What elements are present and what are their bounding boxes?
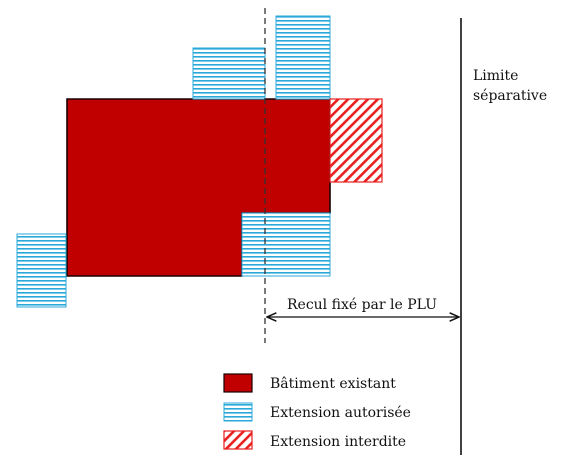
legend-swatch-forbidden [223,430,253,450]
forbidden-extension [329,98,383,183]
boundary-label-line2: séparative [473,88,547,104]
legend-label-forbidden: Extension interdite [270,434,406,450]
allowed-extension-bottom-right [241,212,331,277]
allowed-extension-top-right [275,15,331,100]
boundary-label-line1: Limite [473,68,518,84]
setback-label: Recul fixé par le PLU [287,297,437,313]
legend-swatch-existing [223,373,253,393]
legend: Bâtiment existant Extension autorisée Ex… [223,373,411,450]
allowed-extension-left [16,233,67,308]
legend-label-allowed: Extension autorisée [270,405,411,421]
legend-label-existing: Bâtiment existant [270,376,396,392]
legend-swatch-allowed [223,402,253,422]
allowed-extension-top-left [192,47,266,100]
